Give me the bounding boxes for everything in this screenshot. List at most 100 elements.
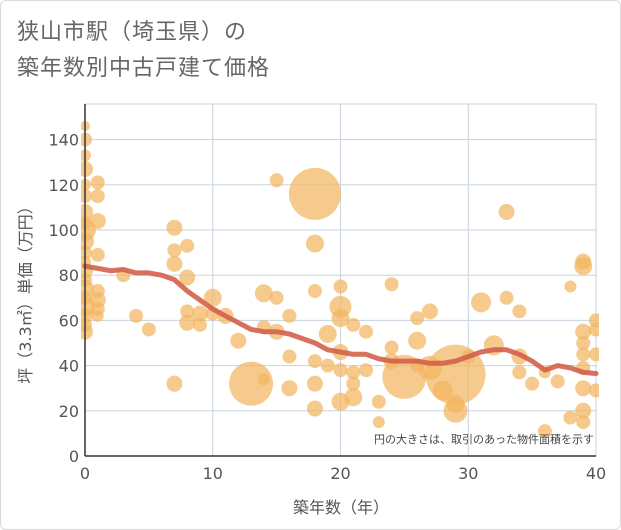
data-bubble <box>307 284 322 299</box>
data-bubble <box>81 323 93 340</box>
data-bubble <box>346 365 361 380</box>
axes-layer: 0 20 40 60 80 100 120 140 0 10 20 30 40 <box>48 104 606 483</box>
data-bubble <box>498 203 515 220</box>
data-bubble <box>179 314 196 331</box>
data-bubble <box>499 290 514 305</box>
y-tick-label: 20 <box>59 402 79 421</box>
data-bubble <box>525 376 540 391</box>
data-bubble <box>575 380 592 397</box>
data-bubble <box>589 322 599 337</box>
data-bubble <box>180 238 195 253</box>
data-bubble <box>320 358 335 373</box>
trend-layer <box>82 263 599 376</box>
data-bubble <box>269 173 284 188</box>
data-bubble <box>89 212 106 229</box>
data-bubble <box>129 308 144 323</box>
data-bubble <box>574 257 593 276</box>
y-tick-label: 140 <box>48 131 79 150</box>
data-bubble <box>141 322 156 337</box>
chart-title-line-2: 築年数別中古戸建て価格 <box>17 56 271 81</box>
data-bubble <box>359 363 374 378</box>
chart-title-line-1: 狭山市駅（埼玉県）の <box>17 20 248 45</box>
data-bubble <box>471 292 492 313</box>
data-bubble <box>306 375 323 392</box>
data-bubble <box>575 323 592 340</box>
data-bubble <box>254 284 273 303</box>
data-bubble <box>307 354 322 369</box>
data-bubble <box>179 269 196 286</box>
y-tick-label: 60 <box>59 311 79 330</box>
data-bubble <box>421 303 438 320</box>
data-bubble <box>90 175 105 190</box>
data-bubble <box>589 347 599 362</box>
data-bubble <box>537 424 552 439</box>
y-tick-label: 100 <box>48 221 79 240</box>
data-bubble <box>81 189 92 204</box>
data-bubble <box>576 415 591 430</box>
x-tick-label: 40 <box>586 464 606 483</box>
data-bubble <box>576 336 591 350</box>
data-bubble <box>306 400 323 417</box>
data-bubble <box>576 347 591 362</box>
data-bubble <box>91 309 104 322</box>
data-bubble <box>372 416 385 429</box>
data-bubble <box>166 219 183 236</box>
data-bubble <box>346 376 361 391</box>
data-bubble <box>512 304 527 319</box>
data-bubble <box>564 280 577 293</box>
data-bubble <box>550 374 565 389</box>
data-bubble <box>81 178 91 191</box>
data-bubble <box>81 203 93 220</box>
data-bubble <box>192 317 207 332</box>
data-bubble <box>282 349 297 364</box>
data-bubble <box>81 132 92 147</box>
data-bubble <box>167 243 182 258</box>
data-bubble <box>563 410 578 425</box>
data-bubble <box>512 365 527 380</box>
data-bubble <box>203 288 222 307</box>
data-bubble <box>371 394 386 409</box>
data-bubble <box>90 189 105 204</box>
data-bubble <box>359 324 374 339</box>
data-bubble <box>229 361 274 406</box>
data-bubble <box>333 363 348 378</box>
bubble-layer <box>81 121 599 439</box>
data-bubble <box>282 308 297 323</box>
data-bubble <box>281 380 298 397</box>
data-bubble <box>575 402 592 419</box>
data-bubble <box>331 309 350 328</box>
data-bubble <box>446 395 465 414</box>
data-bubble <box>191 305 208 322</box>
y-tick-label: 80 <box>59 266 79 285</box>
y-axis-label: 坪（3.3㎡）単価（万円） <box>16 198 35 383</box>
data-bubble <box>318 324 337 343</box>
data-bubble <box>384 340 399 355</box>
data-bubble <box>180 304 195 319</box>
chart-title: 狭山市駅（埼玉県）の 築年数別中古戸建て価格 <box>17 15 270 87</box>
x-tick-label: 20 <box>330 464 350 483</box>
data-bubble <box>344 388 363 407</box>
data-bubble <box>288 167 341 220</box>
data-bubble <box>81 149 91 162</box>
data-bubble <box>384 277 399 292</box>
size-note: 円の大きさは、取引のあった物件面積を示す <box>374 432 594 446</box>
y-tick-label: 40 <box>59 357 79 376</box>
data-bubble <box>408 331 427 350</box>
data-bubble <box>90 247 105 262</box>
data-bubble <box>166 375 183 392</box>
data-bubble <box>589 383 599 398</box>
y-tick-label: 0 <box>69 447 79 466</box>
data-bubble <box>305 234 324 253</box>
data-bubble <box>81 160 93 177</box>
data-bubble <box>410 311 425 326</box>
x-axis-label: 築年数（年） <box>293 498 389 517</box>
data-bubble <box>269 290 284 305</box>
data-bubble <box>333 279 348 294</box>
x-tick-label: 10 <box>203 464 223 483</box>
data-bubble <box>230 332 247 349</box>
y-tick-label: 120 <box>48 176 79 195</box>
data-bubble <box>257 373 270 386</box>
x-tick-label: 30 <box>458 464 478 483</box>
trend-line <box>82 263 599 376</box>
